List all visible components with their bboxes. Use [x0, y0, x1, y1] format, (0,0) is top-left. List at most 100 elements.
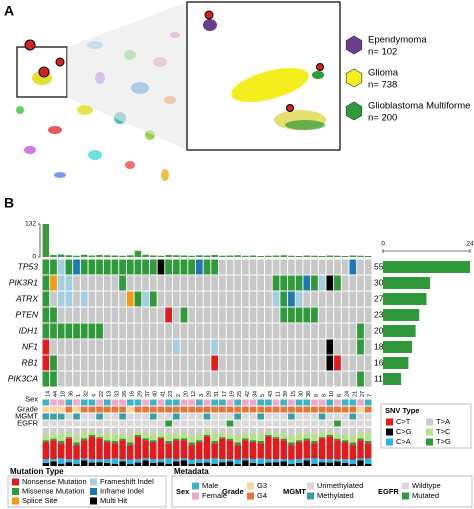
mutation-cell [172, 339, 180, 355]
cell-bg [226, 291, 234, 307]
cell-bg [341, 371, 349, 387]
cell-bg [119, 339, 126, 355]
panel-label: B [4, 195, 14, 211]
cell-bg [272, 339, 280, 355]
snv-segment [257, 443, 264, 459]
cluster [54, 172, 66, 178]
snv-segment [288, 428, 295, 436]
cell-bg [80, 355, 88, 371]
cell-bg [149, 355, 157, 371]
cluster [88, 150, 102, 160]
snv-segment [341, 462, 349, 466]
metadata-cell [326, 406, 334, 413]
metadata-cell [188, 406, 195, 413]
cell-bg [364, 291, 372, 307]
snv-segment [257, 463, 264, 466]
cell-bg [311, 371, 318, 387]
snv-segment [249, 462, 257, 466]
count-bar [180, 255, 188, 257]
metadata-cell [80, 406, 88, 413]
metadata-cell [295, 406, 303, 413]
mutation-cell [50, 371, 57, 387]
snv-segment [288, 459, 295, 465]
cell-bg [257, 291, 265, 307]
snv-segment [50, 433, 57, 439]
metadata-cell [326, 399, 334, 406]
cell-bg [303, 355, 311, 371]
legend-box [380, 403, 472, 449]
sample-id: 23 [168, 391, 174, 397]
cell-bg [249, 307, 257, 323]
metadata-cell [165, 413, 172, 420]
legend-swatch [247, 482, 254, 490]
sample-id: 18 [61, 391, 67, 397]
count-bar [50, 255, 57, 257]
snv-segment [311, 443, 318, 459]
snv-segment [318, 432, 326, 438]
sample-id: 21 [352, 391, 358, 397]
snv-segment [165, 428, 172, 434]
pin [204, 10, 214, 20]
snv-segment [265, 434, 272, 437]
sample-id: 37 [145, 391, 151, 397]
snv-segment [134, 436, 142, 460]
metadata-cell [149, 406, 157, 413]
count-bar [119, 255, 126, 257]
cell-bg [65, 371, 73, 387]
snv-segment [265, 431, 272, 435]
metadata-cell [211, 406, 219, 413]
snv-segment [134, 431, 142, 435]
metadata-cell [272, 420, 280, 427]
metadata-cell [349, 399, 357, 406]
mutation-cell [165, 307, 172, 323]
cell-bg [364, 259, 372, 275]
gene-count-bar [383, 277, 431, 289]
snv-segment [318, 438, 326, 460]
cell-bg [172, 323, 180, 339]
legend-swatch [90, 478, 97, 486]
cell-bg [341, 339, 349, 355]
gene-count-bar [383, 261, 470, 273]
gene-percent: 30% [374, 277, 391, 287]
snv-segment [211, 440, 218, 444]
cell-bg [219, 291, 226, 307]
metadata-cell [249, 406, 257, 413]
snv-segment [334, 459, 341, 462]
cell-bg [103, 307, 111, 323]
legend-label: G4 [257, 491, 267, 500]
snv-segment [242, 458, 249, 461]
cell-bg [341, 355, 349, 371]
snv-segment [234, 459, 241, 465]
cell-bg [142, 355, 149, 371]
legend-swatch [307, 482, 314, 490]
metadata-cell [341, 413, 349, 420]
metadata-cell [42, 413, 50, 420]
cell-bg [188, 291, 195, 307]
snv-segment [295, 428, 303, 434]
snv-segment [88, 459, 96, 463]
mutation-cell [88, 259, 96, 275]
metadata-cell [111, 406, 119, 413]
metadata-cell [126, 413, 134, 420]
snv-segment [203, 431, 211, 435]
metadata-cell [357, 406, 364, 413]
sample-id: 44 [53, 391, 59, 397]
count-bar [357, 255, 364, 257]
gene-count-bar [383, 373, 402, 385]
sample-id: 34 [252, 391, 258, 397]
cell-bg [249, 371, 257, 387]
snv-segment [42, 459, 50, 463]
snv-segment [311, 433, 318, 441]
metadata-cell [195, 406, 203, 413]
gene-count-bar [383, 325, 416, 337]
snv-segment [188, 428, 195, 436]
cell-bg [103, 291, 111, 307]
mutation-cell [303, 275, 311, 291]
cell-bg [234, 323, 242, 339]
snv-segment [349, 445, 357, 460]
metadata-cell [203, 420, 211, 427]
snv-segment [334, 428, 341, 434]
snv-segment [80, 440, 88, 459]
snv-segment [249, 442, 257, 460]
snv-segment [73, 435, 80, 443]
